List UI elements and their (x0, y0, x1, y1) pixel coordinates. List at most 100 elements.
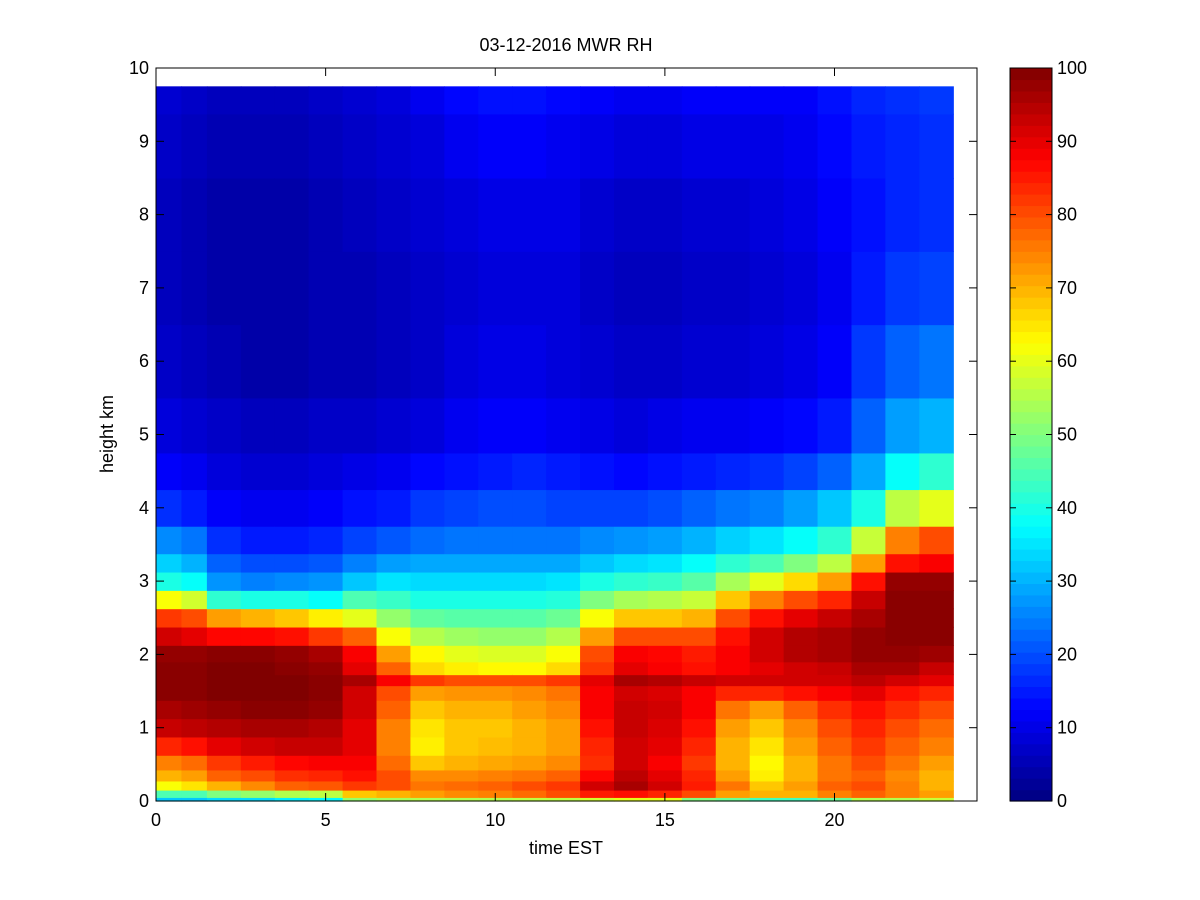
heatmap-cell (817, 626, 853, 646)
heatmap-cell (749, 553, 785, 573)
colorbar-step (1010, 423, 1052, 436)
heatmap-cell (444, 780, 479, 791)
heatmap-cell (885, 489, 920, 527)
heatmap-cell (342, 736, 378, 756)
heatmap-cell (851, 590, 887, 610)
heatmap-cell (580, 113, 615, 179)
heatmap-cell (783, 790, 819, 798)
heatmap-cell (919, 526, 954, 555)
heatmap-cell (919, 626, 954, 646)
heatmap-cell (410, 86, 445, 115)
colorbar-step (1010, 262, 1052, 275)
heatmap-cell (240, 571, 276, 591)
heatmap-cell (342, 397, 378, 454)
heatmap-cell (181, 661, 208, 676)
heatmap-cell (410, 790, 445, 798)
heatmap-cell (715, 251, 751, 326)
heatmap-cell (614, 769, 649, 782)
heatmap-cell (681, 769, 717, 782)
heatmap-cell (512, 736, 547, 756)
heatmap-cell (478, 324, 513, 399)
heatmap-cell (181, 397, 208, 454)
heatmap-cell (206, 590, 242, 610)
heatmap-cell (715, 113, 751, 179)
heatmap-cell (749, 86, 785, 115)
heatmap-cell (342, 553, 378, 573)
heatmap-cell (783, 755, 819, 771)
heatmap-cell (647, 113, 683, 179)
heatmap-cell (512, 790, 547, 798)
heatmap-cell (181, 718, 208, 738)
heatmap-cell (478, 571, 513, 591)
heatmap-cell (478, 626, 513, 646)
heatmap-cell (410, 661, 445, 676)
heatmap-cell (749, 571, 785, 591)
heatmap-cell (206, 452, 242, 491)
heatmap-cell (546, 755, 581, 771)
heatmap-cell (580, 608, 615, 628)
heatmap-cell (181, 700, 208, 720)
colorbar-step (1010, 68, 1052, 81)
heatmap-cell (308, 769, 344, 782)
heatmap-cell (240, 645, 276, 663)
heatmap-cell (444, 661, 479, 676)
heatmap-cell (181, 590, 208, 610)
heatmap-cell (206, 661, 242, 676)
heatmap-cell (376, 645, 412, 663)
heatmap-cell (274, 790, 310, 798)
x-tick-label: 0 (151, 810, 161, 830)
heatmap-cell (410, 590, 445, 610)
heatmap-cell (851, 571, 887, 591)
heatmap-cell (817, 769, 853, 782)
heatmap-cell (410, 397, 445, 454)
colorbar-step (1010, 251, 1052, 264)
heatmap-cell (376, 755, 412, 771)
heatmap-cell (308, 645, 344, 663)
heatmap-cell (580, 736, 615, 756)
heatmap-cell (240, 718, 276, 738)
heatmap-cell (240, 452, 276, 491)
heatmap-cell (919, 324, 954, 399)
heatmap-cell (614, 177, 649, 252)
heatmap-cell (410, 780, 445, 791)
x-tick-label: 15 (655, 810, 675, 830)
heatmap-cell (410, 700, 445, 720)
colorbar-step (1010, 663, 1052, 676)
y-tick-label: 5 (139, 425, 149, 445)
heatmap-cell (342, 661, 378, 676)
heatmap-cell (546, 489, 581, 527)
colorbar-step (1010, 205, 1052, 218)
heatmap-cell (181, 608, 208, 628)
colorbar-tick-label: 20 (1057, 644, 1077, 664)
heatmap-cell (274, 113, 310, 179)
heatmap-cell (206, 736, 242, 756)
heatmap-cell (206, 177, 242, 252)
heatmap-cell (851, 626, 887, 646)
heatmap-cell (919, 674, 954, 687)
heatmap-cell (308, 571, 344, 591)
heatmap-cell (342, 608, 378, 628)
heatmap-cell (410, 251, 445, 326)
colorbar-step (1010, 308, 1052, 321)
heatmap-cell (681, 790, 717, 798)
heatmap-cell (410, 674, 445, 687)
heatmap-cell (851, 526, 887, 555)
heatmap-cell (206, 489, 242, 527)
heatmap-cell (444, 736, 479, 756)
heatmap-cell (181, 571, 208, 591)
heatmap-cell (580, 790, 615, 798)
heatmap-cell (181, 626, 208, 646)
heatmap-cell (512, 526, 547, 555)
heatmap-cell (783, 177, 819, 252)
heatmap-cell (512, 608, 547, 628)
heatmap-cell (156, 526, 183, 555)
heatmap-cell (851, 452, 887, 491)
colorbar-step (1010, 709, 1052, 722)
heatmap-cell (181, 736, 208, 756)
heatmap-cell (715, 608, 751, 628)
heatmap-cell (783, 674, 819, 687)
heatmap-cell (308, 780, 344, 791)
heatmap-cell (342, 251, 378, 326)
heatmap-cell (715, 571, 751, 591)
heatmap-cell (274, 718, 310, 738)
